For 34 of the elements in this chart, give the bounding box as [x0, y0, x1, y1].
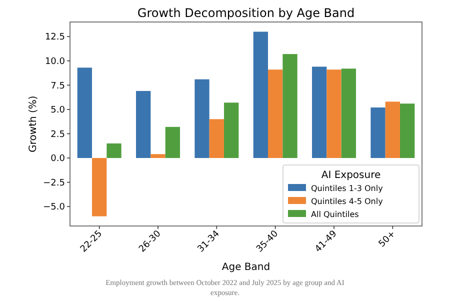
bar — [150, 154, 166, 158]
bar — [194, 79, 210, 158]
y-tick-label: 0.0 — [50, 154, 66, 164]
y-tick-label: 5.0 — [50, 106, 66, 116]
bar — [136, 90, 151, 158]
bar — [400, 104, 415, 158]
bar — [326, 70, 342, 158]
x-axis-title: Age Band — [222, 262, 270, 273]
bar — [341, 68, 356, 158]
legend-label: Quintiles 1-3 Only — [311, 184, 384, 193]
legend-title: AI Exposure — [321, 170, 381, 181]
y-tick-label: 2.5 — [50, 130, 65, 140]
bar — [165, 126, 180, 158]
legend-label: Quintiles 4-5 Only — [311, 196, 384, 206]
bar — [282, 54, 298, 158]
bar — [385, 102, 400, 158]
y-tick-label: 7.5 — [50, 81, 65, 92]
bar — [77, 68, 92, 158]
y-tick-label: 12.5 — [44, 32, 65, 43]
bar — [312, 66, 327, 158]
bar — [209, 119, 224, 158]
y-tick-label: 10.0 — [44, 57, 66, 68]
legend-label: All Quintiles — [311, 210, 359, 219]
bar — [253, 32, 268, 158]
chart-title: Growth Decomposition by Age Band — [137, 6, 355, 20]
y-axis-title: Growth (%) — [28, 96, 39, 152]
bar — [224, 102, 239, 158]
bar — [92, 158, 107, 216]
y-tick-label: −2.5 — [43, 178, 65, 188]
bar — [268, 70, 283, 158]
bar — [106, 143, 122, 158]
bar — [370, 107, 386, 158]
y-tick-label: −5.0 — [43, 202, 66, 213]
x-tick-label: 50+ — [377, 229, 398, 250]
